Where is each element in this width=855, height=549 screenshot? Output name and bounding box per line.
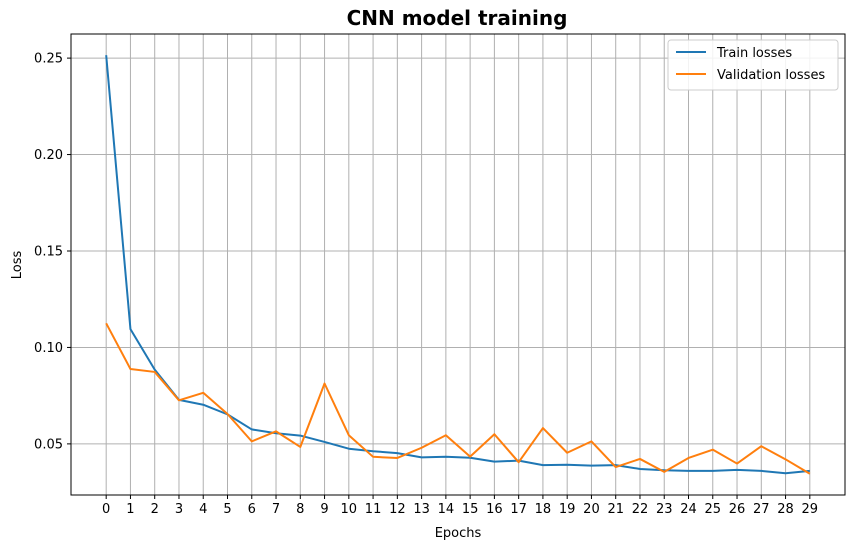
x-tick-label: 8 [296,502,304,517]
x-tick-label: 7 [272,502,280,517]
x-tick-label: 23 [656,502,673,517]
plot-frame [70,33,846,496]
series-lines [105,55,811,475]
x-tick-label: 13 [413,502,430,517]
x-tick-label: 1 [126,502,134,517]
x-tick-label: 5 [223,502,231,517]
y-tick-label: 0.15 [34,244,63,259]
y-tick-label: 0.05 [34,437,63,452]
x-tick-label: 19 [559,502,576,517]
x-tick-label: 28 [777,502,794,517]
legend: Train losses Validation losses [667,39,839,91]
x-tick-label: 20 [583,502,600,517]
x-tick-label: 2 [151,502,159,517]
x-tick-label: 0 [102,502,110,517]
legend-box [667,39,839,91]
x-tick-label: 6 [248,502,256,517]
x-tick-label: 4 [199,502,207,517]
x-tick-label: 24 [680,502,697,517]
x-tick-label: 27 [753,502,770,517]
x-axis-label: Epochs [435,526,482,541]
x-tick-label: 29 [802,502,819,517]
y-tick-label: 0.25 [34,52,63,67]
x-tick-label: 9 [320,502,328,517]
x-tick-label: 14 [438,502,455,517]
x-tick-label: 15 [462,502,479,517]
legend-label-validation: Validation losses [717,68,825,83]
legend-label-train: Train losses [716,46,792,61]
x-tick-label: 18 [535,502,552,517]
train-losses-line [105,55,810,475]
x-tick-label: 25 [704,502,721,517]
x-tick-label: 12 [389,502,406,517]
y-tick-label: 0.20 [34,148,63,163]
x-tick-label: 16 [486,502,503,517]
x-tick-label: 10 [341,502,358,517]
y-ticks: 0.05 0.10 0.15 0.20 0.25 [34,52,71,452]
chart-title: CNN model training [347,6,568,30]
y-axis-label: Loss [10,251,25,280]
x-tick-label: 22 [632,502,649,517]
x-tick-label: 11 [365,502,382,517]
x-tick-label: 3 [175,502,183,517]
x-tick-label: 17 [510,502,527,517]
validation-losses-line [105,322,811,475]
x-tick-label: 21 [607,502,624,517]
x-tick-label: 26 [729,502,746,517]
x-ticks: 0 1 2 3 4 5 6 7 8 9 10 11 12 13 14 15 16 17 18 19 20 21 22 23 24… [102,495,818,517]
y-tick-label: 0.10 [34,341,63,356]
